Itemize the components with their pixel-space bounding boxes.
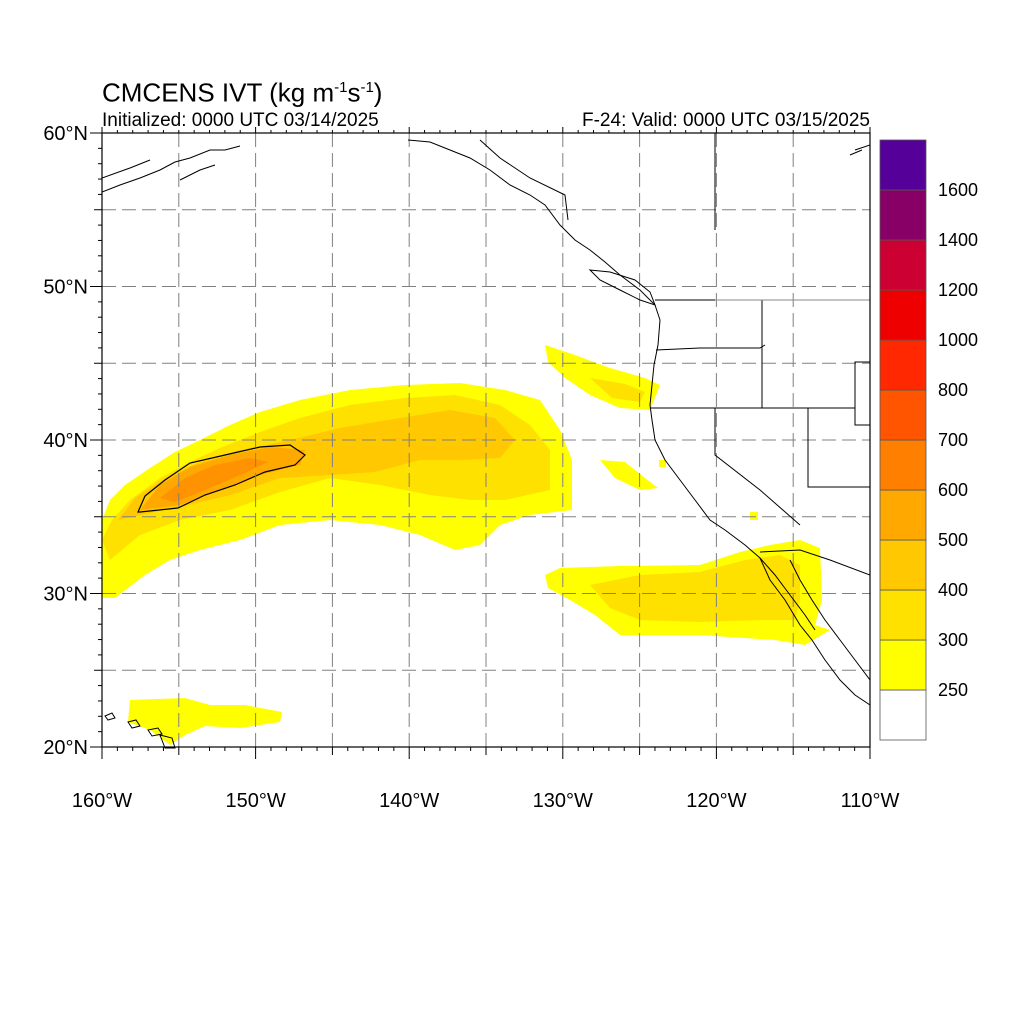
colorbar-swatch bbox=[879, 489, 927, 541]
border-nv-ca bbox=[714, 408, 801, 526]
colorbar-swatch bbox=[879, 589, 927, 641]
ivt-plume-600 bbox=[160, 458, 268, 502]
valid-time-label: F-24: Valid: 0000 UTC 03/15/2025 bbox=[582, 110, 870, 131]
lat-tick-label: 20°N bbox=[43, 737, 88, 759]
colorbar-swatch bbox=[879, 339, 927, 391]
colorbar-label: 1000 bbox=[938, 330, 978, 350]
coast-baja bbox=[759, 557, 870, 706]
lat-tick-label: 30°N bbox=[43, 584, 88, 606]
colorbar-label: 300 bbox=[938, 630, 968, 650]
lon-tick-label: 150°W bbox=[225, 790, 285, 812]
coast-hudson-bay bbox=[849, 144, 870, 156]
colorbar-label: 700 bbox=[938, 430, 968, 450]
ivt-shading bbox=[102, 345, 830, 745]
coast-north-america bbox=[407, 139, 816, 631]
colorbar-label: 600 bbox=[938, 480, 968, 500]
border-wa-or bbox=[655, 344, 766, 351]
island-maui bbox=[147, 727, 163, 737]
colorbar-label: 1200 bbox=[938, 280, 978, 300]
colorbar-swatch bbox=[879, 239, 927, 291]
lon-tick-label: 130°W bbox=[533, 790, 593, 812]
colorbar-swatch bbox=[879, 289, 927, 341]
chart-title: CMCENS IVT (kg m-1s-1) bbox=[102, 77, 383, 108]
colorbar-swatch bbox=[879, 539, 927, 591]
lon-tick-label: 110°W bbox=[841, 790, 900, 812]
coast-alaska-west bbox=[102, 145, 241, 193]
colorbar-label: 800 bbox=[938, 380, 968, 400]
lat-tick-label: 40°N bbox=[43, 430, 88, 452]
axis-ticks bbox=[90, 127, 871, 759]
ivt-patch-oregon bbox=[545, 345, 660, 410]
colorbar-label: 400 bbox=[938, 580, 968, 600]
lat-tick-label: 60°N bbox=[43, 123, 88, 145]
ivt-patch-hawaii bbox=[128, 698, 282, 745]
colorbar-swatch bbox=[879, 439, 927, 491]
ivt-patch-baja-inner bbox=[590, 555, 800, 622]
island-kauai bbox=[104, 712, 116, 721]
lon-tick-label: 120°W bbox=[686, 790, 746, 812]
coast-vancouver-island bbox=[588, 269, 656, 306]
colorbar: 250 300 400 500 600 700 800 1000 1200 1400 1600 bbox=[879, 139, 978, 741]
map-gridlines bbox=[102, 133, 870, 747]
latitude-labels: 60°N 50°N 40°N 30°N 20°N bbox=[43, 123, 88, 759]
colorbar-label: 250 bbox=[938, 680, 968, 700]
longitude-labels: 160°W 150°W 140°W 130°W 120°W 110°W bbox=[72, 790, 900, 812]
border-id-mt bbox=[761, 300, 870, 488]
island-oahu bbox=[127, 719, 141, 729]
colorbar-label: 500 bbox=[938, 530, 968, 550]
lon-tick-label: 140°W bbox=[379, 790, 439, 812]
island-hawaii bbox=[159, 734, 176, 749]
colorbar-swatch bbox=[879, 189, 927, 241]
ivt-plume-400 bbox=[118, 410, 515, 520]
colorbar-label: 1600 bbox=[938, 180, 978, 200]
init-time-label: Initialized: 0000 UTC 03/14/2025 bbox=[102, 110, 379, 131]
colorbar-swatch bbox=[879, 389, 927, 441]
border-alaska-canada bbox=[479, 133, 716, 230]
lat-tick-label: 50°N bbox=[43, 277, 88, 299]
ivt-contour-500 bbox=[137, 444, 306, 513]
coastlines bbox=[102, 139, 870, 706]
colorbar-swatch bbox=[879, 689, 927, 741]
colorbar-swatch bbox=[879, 139, 927, 191]
ivt-patch-ca bbox=[600, 460, 658, 490]
hawaii-islands bbox=[104, 712, 176, 749]
ivt-patch-oregon-inner bbox=[590, 378, 645, 402]
colorbar-label: 1400 bbox=[938, 230, 978, 250]
lon-tick-label: 160°W bbox=[72, 790, 132, 812]
border-us-mexico bbox=[759, 549, 870, 576]
colorbar-swatch bbox=[879, 639, 927, 691]
